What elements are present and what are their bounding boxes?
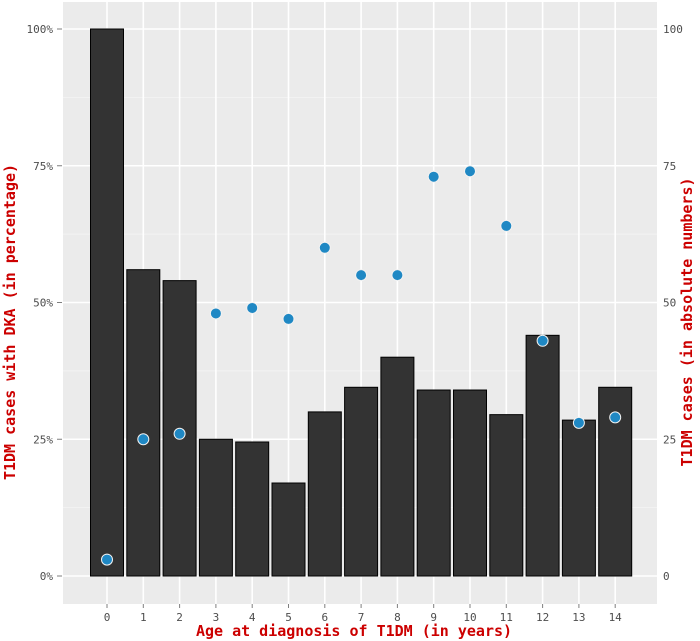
right-axis-ticks: 0 25 50 75 100 xyxy=(663,23,683,583)
data-point xyxy=(101,553,113,566)
data-point xyxy=(246,301,259,314)
x-axis-title: Age at diagnosis of T1DM (in years) xyxy=(196,622,512,640)
x-tick-label: 14 xyxy=(609,611,623,624)
data-point xyxy=(609,411,622,424)
data-point xyxy=(173,427,186,440)
data-point xyxy=(464,165,476,178)
data-point xyxy=(209,307,222,320)
bar xyxy=(271,482,306,577)
left-tick-label: 75% xyxy=(33,160,53,173)
left-tick-label: 50% xyxy=(33,297,53,310)
bar-series xyxy=(90,28,633,577)
x-tick-label: 8 xyxy=(394,611,401,624)
data-point xyxy=(282,312,295,325)
bar xyxy=(525,334,560,577)
data-point xyxy=(391,269,404,282)
right-tick-label: 75 xyxy=(663,160,676,173)
x-tick-label: 9 xyxy=(430,611,437,624)
bar xyxy=(235,441,270,577)
x-tick-label: 4 xyxy=(249,611,256,624)
bar xyxy=(561,419,596,577)
left-tick-label: 0% xyxy=(40,570,54,583)
data-point xyxy=(500,219,513,232)
x-tick-label: 7 xyxy=(358,611,365,624)
bar xyxy=(489,414,524,577)
x-tick-label: 12 xyxy=(536,611,549,624)
x-tick-label: 3 xyxy=(213,611,220,624)
x-tick-label: 1 xyxy=(140,611,147,624)
x-axis-ticks: 0 1 2 3 4 5 6 7 8 9 10 11 12 13 14 xyxy=(104,604,623,624)
left-axis-ticks: 0% 25% 50% 75% 100% xyxy=(27,23,62,583)
bar xyxy=(344,386,379,577)
x-tick-label: 13 xyxy=(572,611,585,624)
bar xyxy=(380,356,415,577)
bar xyxy=(307,411,342,577)
x-tick-label: 2 xyxy=(176,611,183,624)
x-tick-label: 5 xyxy=(285,611,292,624)
right-tick-label: 100 xyxy=(663,23,683,36)
right-tick-label: 25 xyxy=(663,433,676,446)
left-tick-label: 100% xyxy=(27,23,54,36)
x-tick-label: 6 xyxy=(321,611,328,624)
bar xyxy=(90,28,124,577)
data-point xyxy=(427,170,440,183)
data-point xyxy=(572,416,585,429)
bar xyxy=(126,269,161,577)
left-axis-title: T1DM cases with DKA (in percentage) xyxy=(1,164,19,480)
point-series xyxy=(101,165,622,566)
data-point xyxy=(536,334,549,347)
x-tick-label: 10 xyxy=(463,611,476,624)
data-point xyxy=(355,269,368,282)
bar xyxy=(198,438,233,577)
right-axis-title: T1DM cases (in absolute numbers) xyxy=(678,178,696,467)
x-tick-label: 11 xyxy=(500,611,513,624)
bar xyxy=(416,389,451,577)
x-tick-label: 0 xyxy=(104,611,111,624)
bar xyxy=(453,389,487,577)
data-point xyxy=(137,433,150,446)
right-tick-label: 50 xyxy=(663,297,676,310)
right-tick-label: 0 xyxy=(663,570,670,583)
data-point xyxy=(318,241,331,254)
left-tick-label: 25% xyxy=(33,433,53,446)
